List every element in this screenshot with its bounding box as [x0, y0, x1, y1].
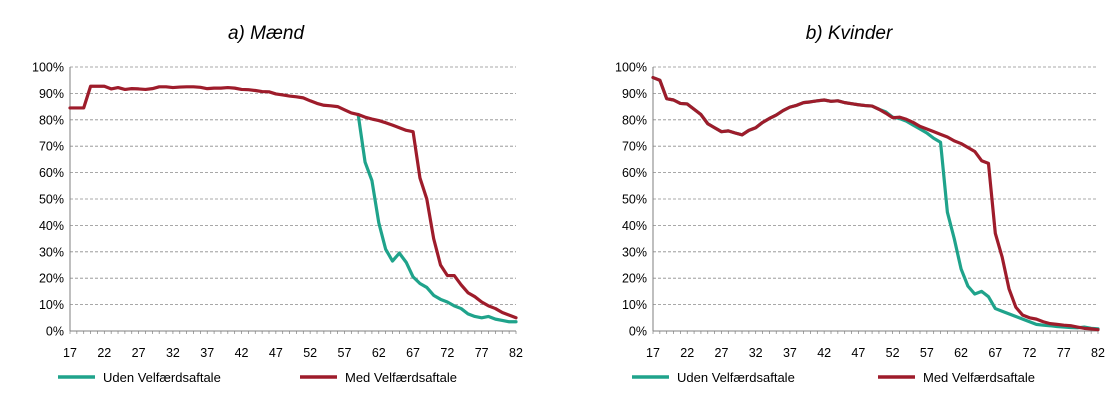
y-tick-label: 20%	[622, 272, 647, 286]
y-tick-label: 60%	[39, 166, 64, 180]
chart-panel-kvinder: b) Kvinder 0% 10% 20% 30% 40% 50% 60% 70% 80% 90%…	[615, 23, 1105, 385]
y-tick-label: 0%	[46, 325, 64, 339]
y-tick-label: 30%	[622, 245, 647, 259]
y-tick-label: 50%	[39, 193, 64, 207]
x-tick-label: 22	[680, 346, 694, 360]
x-tick-label: 27	[132, 346, 146, 360]
y-tick-label: 80%	[622, 113, 647, 127]
x-tick-label: 72	[1023, 346, 1037, 360]
x-tick-label: 67	[988, 346, 1002, 360]
x-tick-label: 67	[406, 346, 420, 360]
x-tick-label: 47	[851, 346, 865, 360]
y-tick-label: 30%	[39, 245, 64, 259]
chart-title: a) Mænd	[228, 23, 305, 44]
x-tick-label: 62	[954, 346, 968, 360]
y-tick-label: 20%	[39, 272, 64, 286]
chart-panel-maend: a) Mænd 0% 10% 20% 30% 40% 50% 60% 70% 80% 90% 100…	[32, 23, 523, 385]
x-tick-label: 57	[338, 346, 352, 360]
series-line-med-velfaerdsaftale	[651, 75, 1100, 332]
legend-label: Uden Velfærdsaftale	[103, 370, 221, 385]
x-tick-label: 42	[235, 346, 249, 360]
x-tick-label: 17	[63, 346, 77, 360]
y-tick-label: 70%	[622, 140, 647, 154]
y-tick-label: 90%	[622, 87, 647, 101]
chart-title: b) Kvinder	[806, 23, 893, 44]
legend-label: Uden Velfærdsaftale	[677, 370, 795, 385]
y-tick-label: 100%	[32, 61, 64, 75]
x-tick-label: 77	[1057, 346, 1071, 360]
series-line-uden-velfaerdsaftale	[356, 112, 518, 324]
x-tick-label: 17	[646, 346, 660, 360]
y-tick-label: 100%	[615, 61, 647, 75]
y-tick-label: 0%	[629, 325, 647, 339]
legend-label: Med Velfærdsaftale	[345, 370, 457, 385]
x-tick-label: 82	[1091, 346, 1105, 360]
x-tick-label: 22	[97, 346, 111, 360]
series-line-med-velfaerdsaftale	[68, 84, 518, 320]
x-tick-label: 52	[886, 346, 900, 360]
y-tick-label: 10%	[622, 298, 647, 312]
x-tick-label: 77	[475, 346, 489, 360]
y-tick-label: 50%	[622, 193, 647, 207]
y-tick-label: 80%	[39, 113, 64, 127]
x-tick-label: 37	[783, 346, 797, 360]
y-tick-label: 90%	[39, 87, 64, 101]
y-tick-label: 70%	[39, 140, 64, 154]
x-tick-label: 62	[372, 346, 386, 360]
x-tick-label: 27	[715, 346, 729, 360]
x-tick-label: 82	[509, 346, 523, 360]
series-line-uden-velfaerdsaftale	[651, 75, 1100, 331]
y-tick-label: 60%	[622, 166, 647, 180]
x-tick-label: 47	[269, 346, 283, 360]
x-tick-label: 52	[303, 346, 317, 360]
y-tick-label: 40%	[622, 219, 647, 233]
x-tick-label: 32	[749, 346, 763, 360]
x-tick-label: 32	[166, 346, 180, 360]
x-tick-label: 42	[817, 346, 831, 360]
x-tick-label: 72	[440, 346, 454, 360]
x-tick-label: 37	[200, 346, 214, 360]
legend-label: Med Velfærdsaftale	[923, 370, 1035, 385]
x-tick-label: 57	[920, 346, 934, 360]
y-tick-label: 40%	[39, 219, 64, 233]
y-tick-label: 10%	[39, 298, 64, 312]
